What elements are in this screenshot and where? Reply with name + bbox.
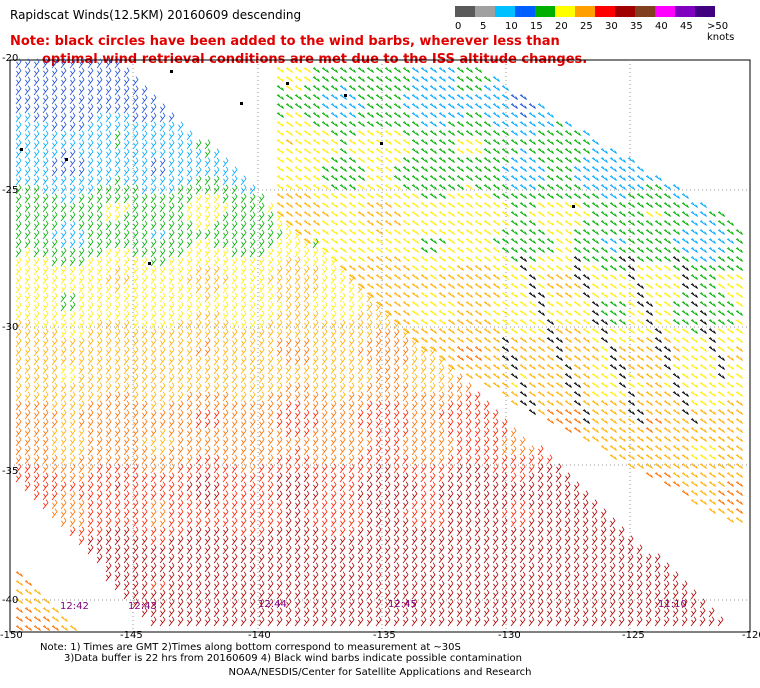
island	[572, 205, 575, 208]
legend-swatch	[655, 6, 675, 17]
time-label: 12:42	[60, 601, 89, 612]
island	[240, 102, 243, 105]
wind-barb-group	[15, 67, 743, 334]
longitude-label: -130	[498, 630, 521, 641]
island	[65, 158, 68, 161]
wind-barbs	[15, 58, 743, 631]
credit-line: NOAA/NESDIS/Center for Satellite Applica…	[228, 667, 532, 678]
legend-label: 5	[480, 21, 487, 32]
wind-barb-group	[87, 463, 724, 627]
island	[344, 94, 347, 97]
legend-swatch	[495, 6, 515, 17]
longitude-label: -135	[373, 630, 396, 641]
latitude-label: -40	[2, 595, 18, 606]
wind-barb-group	[15, 328, 743, 631]
legend-label: 20	[555, 21, 568, 32]
map-frame	[9, 59, 751, 633]
longitude-label: -150	[0, 630, 23, 641]
wind-barb-group	[501, 256, 725, 424]
footer-note-1: Note: 1) Times are GMT 2)Times along bot…	[40, 642, 461, 653]
legend-label: 35	[630, 21, 643, 32]
legend-swatch	[635, 6, 655, 17]
legend-label: 45	[680, 21, 693, 32]
legend-swatch	[595, 6, 615, 17]
legend-label: 40	[655, 21, 668, 32]
footer-note-2: 3)Data buffer is 22 hrs from 20160609 4)…	[64, 653, 522, 664]
legend-label: >50 knots	[707, 21, 735, 43]
longitude-label: -125	[622, 630, 645, 641]
longitude-label: -120	[742, 630, 760, 641]
note-line-1: Note: black circles have been added to t…	[10, 34, 560, 49]
wind-barb-group	[15, 67, 743, 460]
legend-swatch	[475, 6, 495, 17]
legend-swatch	[535, 6, 555, 17]
wind-barb-group	[15, 139, 743, 631]
time-label: 12:43	[128, 601, 157, 612]
wind-barb-group	[15, 58, 536, 177]
legend-swatch	[555, 6, 575, 17]
legend-label: 30	[605, 21, 618, 32]
latitude-label: -35	[2, 466, 18, 477]
legend-label: 15	[530, 21, 543, 32]
wind-barb-group	[15, 391, 553, 591]
island	[380, 142, 383, 145]
island	[20, 148, 23, 151]
legend-swatch	[575, 6, 595, 17]
latitude-label: -20	[2, 53, 18, 64]
island	[148, 262, 151, 265]
wind-barb-group	[15, 67, 734, 262]
island	[286, 82, 289, 85]
legend-swatch	[615, 6, 635, 17]
legend-swatch	[515, 6, 535, 17]
legend-swatch	[695, 6, 715, 17]
legend-label: 10	[505, 21, 518, 32]
map-title: Rapidscat Winds(12.5KM) 20160609 descend…	[10, 8, 302, 22]
longitude-label: -145	[120, 630, 143, 641]
legend-label: 0	[455, 21, 462, 32]
legend-swatch	[675, 6, 695, 17]
legend-label: 25	[580, 21, 593, 32]
time-label: 12:44	[258, 599, 287, 610]
legend-swatch	[455, 6, 475, 17]
latitude-label: -30	[2, 322, 18, 333]
island	[170, 70, 173, 73]
longitude-label: -140	[248, 630, 271, 641]
time-label: 12:45	[388, 599, 417, 610]
latitude-label: -25	[2, 185, 18, 196]
time-label: 11:10	[658, 599, 687, 610]
